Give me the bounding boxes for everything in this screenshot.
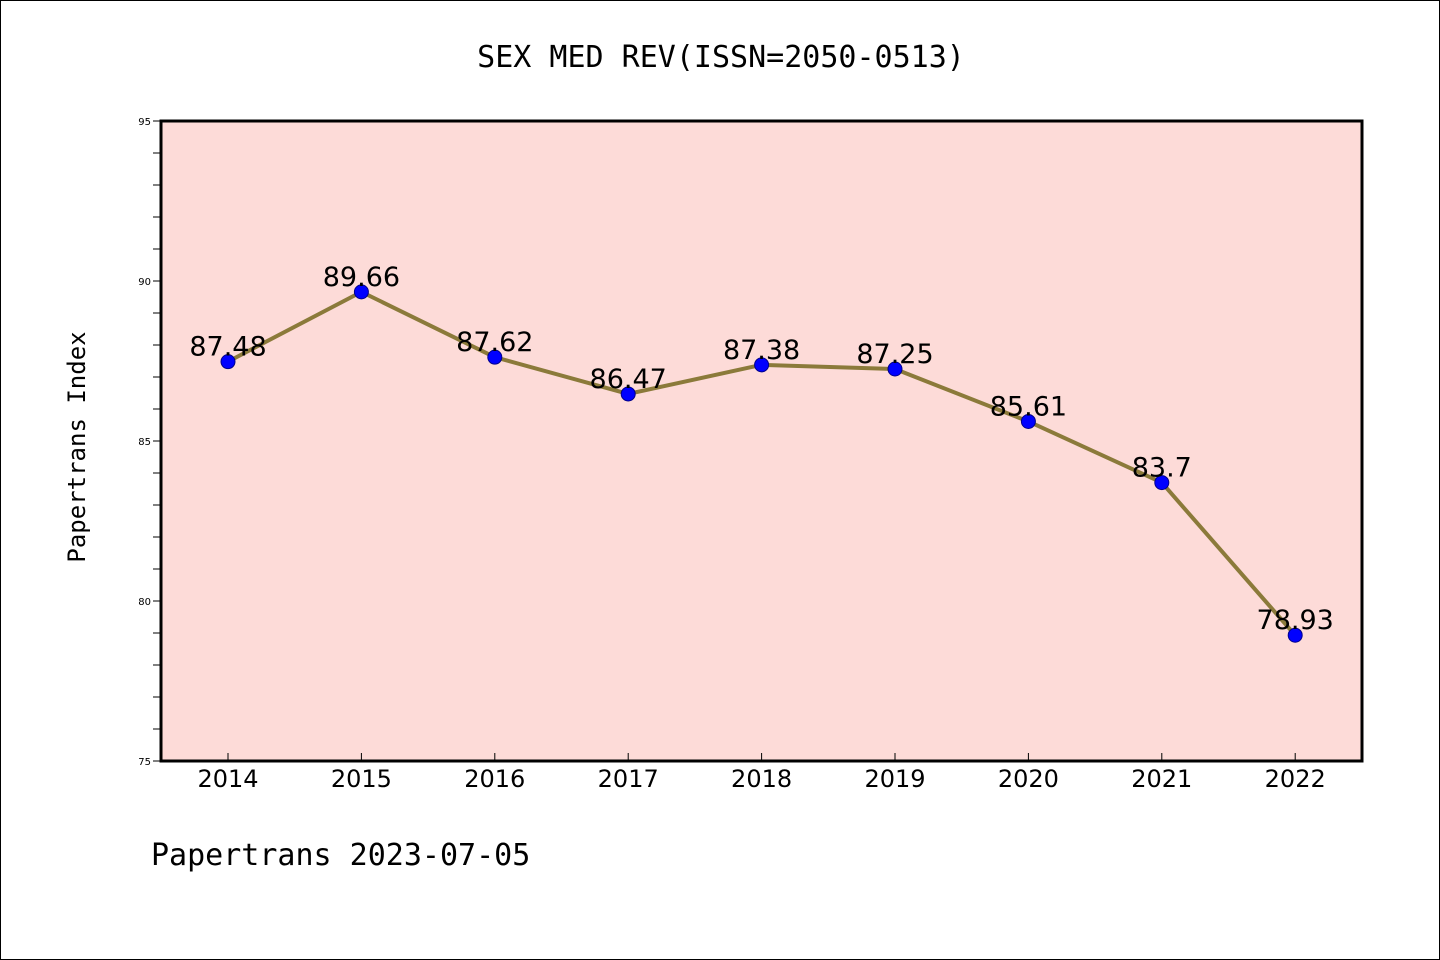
x-axis: 2014 2015 2016 2017 2018 2019 2020 2021 2022 — [197, 753, 1326, 793]
data-label: 87.62 — [456, 327, 533, 358]
data-label: 86.47 — [590, 364, 667, 395]
y-tick-label: 80 — [138, 597, 151, 608]
data-label-layer: 87.48 89.66 87.62 86.47 87.38 87.25 85.61 83.7 7… — [189, 262, 1333, 636]
y-tick-label: 75 — [138, 757, 151, 768]
y-tick-label: 95 — [138, 117, 151, 128]
plot-frame — [159, 119, 1364, 763]
y-tick-label: 85 — [138, 437, 151, 448]
x-tick-label: 2018 — [731, 765, 792, 793]
x-tick-label: 2015 — [331, 765, 392, 793]
x-tick-label: 2016 — [464, 765, 525, 793]
data-label: 89.66 — [323, 262, 400, 293]
x-tick-label: 2014 — [197, 765, 258, 793]
data-point — [220, 354, 236, 370]
plot-area — [161, 121, 1362, 761]
y-axis: 75 80 85 90 95 — [138, 117, 161, 768]
x-tick-label: 2017 — [598, 765, 659, 793]
footer-date: Papertrans 2023-07-05 — [151, 838, 530, 873]
series-layer — [220, 284, 1303, 643]
x-tick-label: 2020 — [998, 765, 1059, 793]
data-label: 87.25 — [856, 339, 933, 370]
x-tick-label: 2019 — [864, 765, 925, 793]
chart-title: SEX MED REV(ISSN=2050-0513) — [477, 40, 965, 75]
data-point — [353, 284, 369, 300]
data-point — [1154, 475, 1170, 491]
data-label: 87.38 — [723, 335, 800, 366]
data-point — [1020, 413, 1036, 429]
data-point — [620, 386, 636, 402]
x-tick-label: 2022 — [1265, 765, 1326, 793]
data-label: 87.48 — [189, 332, 266, 363]
data-point — [887, 361, 903, 377]
data-point — [1287, 627, 1303, 643]
data-point — [754, 357, 770, 373]
data-point — [487, 349, 503, 365]
y-tick-label: 90 — [138, 277, 151, 288]
x-tick-label: 2021 — [1131, 765, 1192, 793]
data-label: 85.61 — [990, 391, 1067, 422]
data-label: 83.7 — [1132, 453, 1192, 484]
data-label: 78.93 — [1257, 605, 1334, 636]
y-axis-label: Papertrans Index — [63, 331, 91, 562]
